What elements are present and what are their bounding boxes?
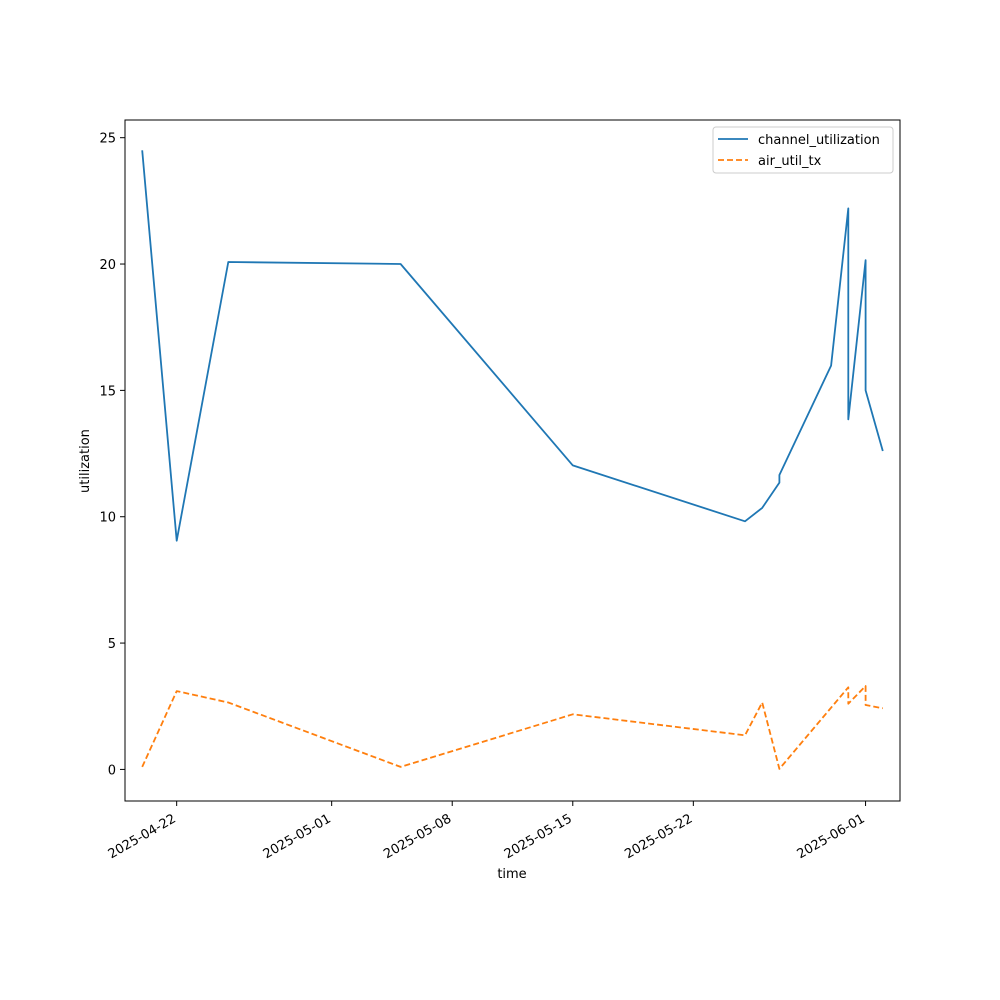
y-axis-ticks: 0 5 10 15 20 25 [99,132,125,778]
x-axis-label: time [497,867,526,882]
legend-label-channel-utilization: channel_utilization [758,133,880,148]
legend: channel_utilization air_util_tx [712,126,894,174]
y-tick-label: 15 [99,384,116,399]
series-line-channel-utilization [141,150,884,542]
y-tick-label: 5 [108,637,116,652]
y-tick-label: 25 [99,132,116,147]
y-tick-label: 20 [99,258,116,273]
legend-label-air-util-tx: air_util_tx [758,154,822,169]
legend-box [712,126,894,174]
axes-frame [124,119,901,802]
y-axis-label: utilization [78,429,93,493]
series-line-air-util-tx [141,685,883,770]
y-tick-label: 10 [99,511,116,526]
y-tick-label: 0 [108,763,116,778]
plot-area [141,150,884,770]
